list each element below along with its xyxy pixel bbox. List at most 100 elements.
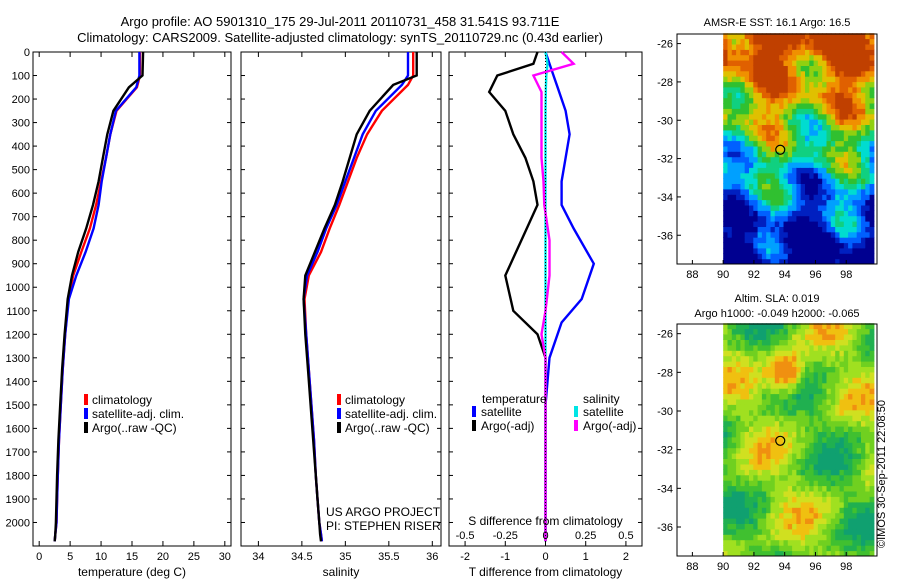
sst_map-xtick-label: 98 bbox=[840, 269, 852, 281]
sla_map-cell bbox=[835, 491, 840, 497]
sla_map-cell bbox=[787, 339, 793, 346]
sst_map-cell bbox=[792, 226, 797, 233]
sst_map-cell bbox=[783, 226, 789, 233]
sst_map-cell bbox=[774, 210, 780, 217]
sla_map-cell bbox=[869, 344, 875, 351]
sla_map-cell bbox=[744, 458, 750, 465]
sst_map-cell bbox=[744, 231, 750, 238]
sst_map-cell bbox=[787, 178, 793, 184]
sla_map-cell bbox=[736, 545, 741, 552]
sla_map-cell bbox=[740, 474, 746, 481]
difference-xtick-label: 2 bbox=[623, 551, 629, 563]
sst_map-cell bbox=[813, 210, 819, 217]
sla_map-cell bbox=[869, 426, 875, 432]
sla_map-cell bbox=[865, 464, 871, 470]
sla_map-cell bbox=[727, 344, 733, 351]
sla_map-cell bbox=[792, 339, 797, 346]
sst_map-cell bbox=[822, 70, 827, 77]
sla_map-cell bbox=[830, 447, 836, 454]
sst_map-cell bbox=[774, 92, 780, 99]
sst_map-cell bbox=[783, 253, 789, 260]
sst_map-cell bbox=[796, 76, 802, 83]
sst_map-cell bbox=[865, 145, 871, 152]
sst_map-cell bbox=[839, 188, 845, 195]
sst_map-cell bbox=[753, 183, 759, 190]
sst_map-cell bbox=[817, 60, 823, 66]
sst_map-cell bbox=[848, 38, 853, 45]
sst_map-cell bbox=[749, 97, 754, 104]
sla_map-cell bbox=[817, 474, 823, 481]
sst_map-cell bbox=[809, 253, 815, 260]
sst_map-cell bbox=[761, 237, 767, 244]
sst_map-cell bbox=[856, 103, 862, 109]
sst_map-cell bbox=[774, 221, 780, 227]
sla_map-cell bbox=[744, 480, 750, 487]
sst_map-cell bbox=[813, 54, 819, 61]
sla_map-cell bbox=[723, 382, 728, 389]
sla_map-cell bbox=[783, 388, 789, 395]
sst_map-ytick-label: -36 bbox=[657, 230, 673, 242]
sst_map-cell bbox=[809, 221, 815, 227]
sst_map-cell bbox=[817, 44, 823, 50]
sst_map-cell bbox=[787, 199, 793, 206]
sst_map-cell bbox=[817, 194, 823, 201]
sla_map-cell bbox=[727, 420, 733, 427]
sla_map-cell bbox=[800, 399, 806, 405]
sla_map-cell bbox=[774, 328, 780, 335]
sla_map-cell bbox=[740, 377, 746, 384]
sla_map-cell bbox=[749, 404, 754, 411]
sla_map-cell bbox=[792, 328, 797, 335]
sla_map-cell bbox=[822, 426, 827, 432]
temperature-series-argo---raw--qc- bbox=[53, 51, 145, 542]
sst_map-cell bbox=[861, 60, 866, 66]
sla_map-cell bbox=[843, 339, 849, 346]
sst_map-cell bbox=[757, 60, 763, 66]
sla_map-cell bbox=[749, 485, 754, 492]
sst_map-cell bbox=[813, 97, 819, 104]
sla_map-cell bbox=[869, 420, 875, 427]
sla_map-cell bbox=[830, 415, 836, 422]
sla_map-cell bbox=[770, 409, 776, 416]
sla_map-cell bbox=[835, 371, 840, 378]
sst_map-cell bbox=[843, 124, 849, 131]
figure-title-line1: Argo profile: AO 5901310_175 29-Jul-2011… bbox=[120, 14, 560, 29]
sla_map-cell bbox=[779, 323, 784, 330]
sst_map-cell bbox=[727, 210, 733, 217]
sla_map-cell bbox=[852, 366, 858, 373]
sla_map-cell bbox=[792, 382, 797, 389]
sla_map-cell bbox=[826, 534, 832, 541]
sst_map-cell bbox=[809, 247, 815, 254]
sla_map-cell bbox=[744, 399, 750, 405]
sla_map-cell bbox=[813, 426, 819, 432]
sst_map-cell bbox=[869, 70, 875, 77]
sst_map-cell bbox=[792, 33, 797, 40]
sla_map-cell bbox=[774, 393, 780, 400]
sst_map-cell bbox=[736, 162, 741, 168]
sla_map-cell bbox=[813, 528, 819, 535]
sst_map-cell bbox=[835, 135, 840, 142]
sst_map-cell bbox=[740, 113, 746, 120]
sst_map-cell bbox=[856, 113, 862, 120]
sla_map-cell bbox=[766, 464, 771, 470]
sla_map-cell bbox=[740, 344, 746, 351]
sla_map-cell bbox=[839, 393, 845, 400]
sst_map-cell bbox=[787, 81, 793, 88]
sla_map-cell bbox=[749, 496, 754, 503]
sst_map-cell bbox=[848, 140, 853, 147]
sla_map-cell bbox=[770, 469, 776, 476]
sla_map-cell bbox=[731, 491, 737, 497]
sla_map-cell bbox=[826, 361, 832, 367]
sla_map-cell bbox=[761, 539, 767, 546]
sla_map-cell bbox=[766, 518, 771, 524]
sst_map-cell bbox=[813, 60, 819, 66]
sst_map-cell bbox=[852, 145, 858, 152]
sla_map-cell bbox=[770, 388, 776, 395]
sla_map-cell bbox=[843, 480, 849, 487]
sst_map-cell bbox=[770, 119, 776, 125]
sla_map-cell bbox=[736, 480, 741, 487]
sla_map-cell bbox=[774, 474, 780, 481]
sst_map-cell bbox=[736, 97, 741, 104]
sst_map-cell bbox=[830, 231, 836, 238]
sst_map-cell bbox=[723, 129, 728, 136]
sst_map-cell bbox=[774, 38, 780, 45]
